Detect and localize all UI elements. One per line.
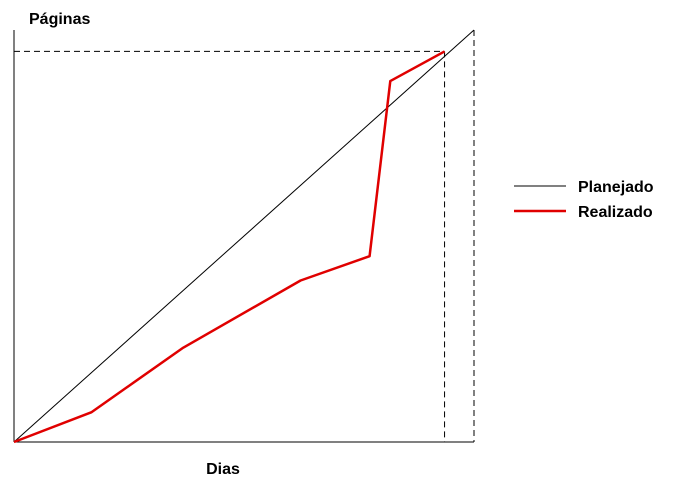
- series-line-realizado: [13, 50, 446, 444]
- reference-lines: [14, 30, 475, 442]
- x-axis-label: Dias: [206, 461, 240, 478]
- series-line-planejado: [13, 29, 475, 443]
- legend: Planejado Realizado: [514, 179, 654, 221]
- legend-entry-planejado: Planejado: [514, 179, 654, 196]
- series-group: [13, 29, 475, 444]
- legend-label-realizado: Realizado: [578, 204, 653, 221]
- legend-entry-realizado: Realizado: [514, 204, 653, 221]
- y-axis-label: Páginas: [29, 11, 90, 28]
- plot-area: [13, 29, 475, 444]
- legend-label-planejado: Planejado: [578, 179, 654, 196]
